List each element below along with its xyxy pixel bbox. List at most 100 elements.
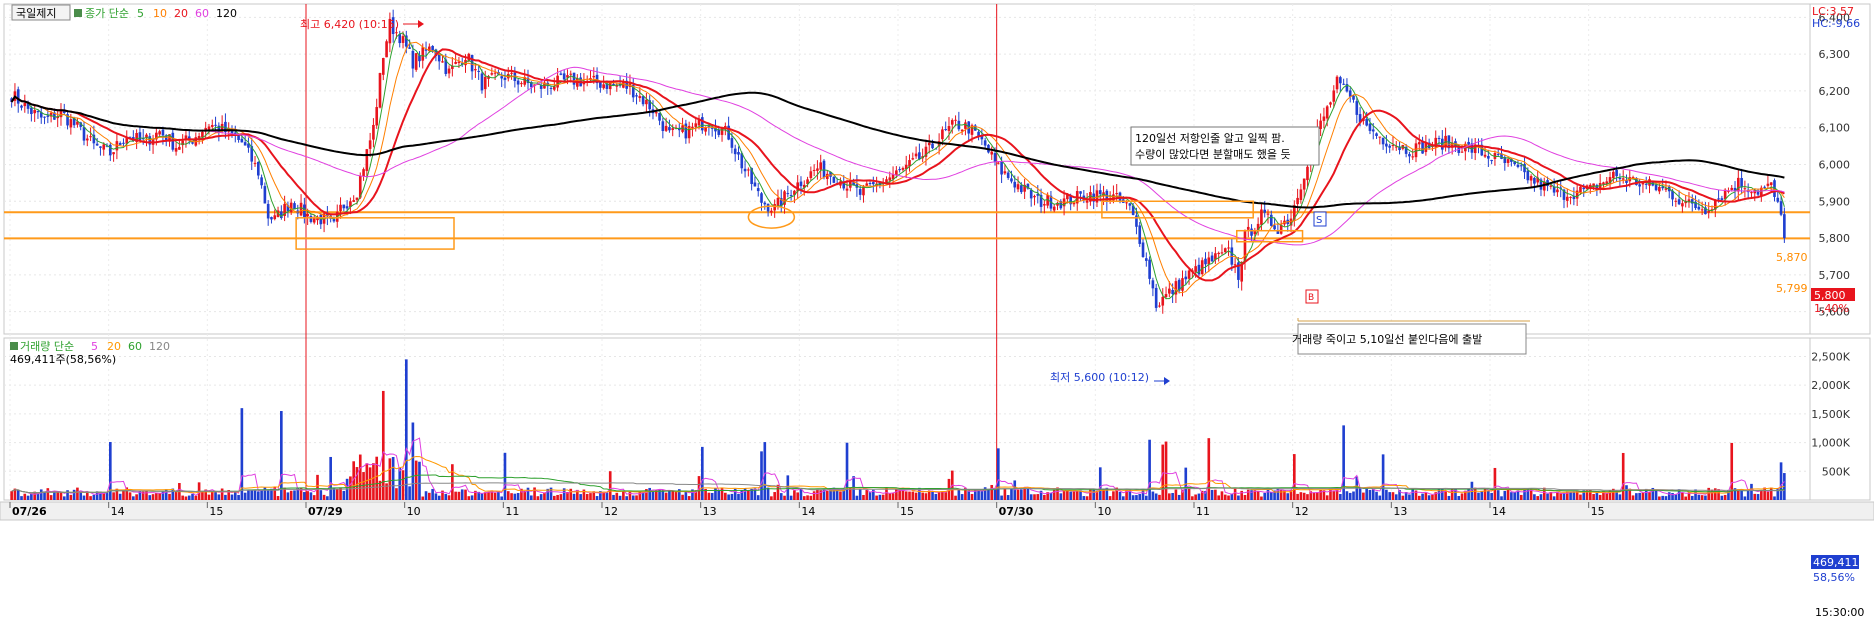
candle-body [1342,83,1345,85]
volume-bar [1746,489,1750,500]
candle-body [1085,200,1089,203]
volume-bar [1233,488,1237,500]
candle-body [1414,143,1418,158]
candle-body [250,146,254,162]
volume-bar [158,493,161,500]
candle-body [46,115,50,117]
volume-bar [1529,488,1533,500]
volume-bar [280,411,283,500]
volume-bar [164,489,168,500]
volume-bar [477,491,480,500]
volume-bar [1467,488,1470,500]
candle-body [191,142,194,144]
candle-body [197,136,201,139]
volume-bar [204,489,208,500]
volume-bar [556,494,559,500]
volume-bar [661,489,665,500]
volume-bar [901,487,905,500]
volume-bar [30,493,33,500]
candle-body [615,84,619,87]
volume-bar [1381,454,1385,500]
candle-body [289,202,293,213]
candle-body [20,105,23,108]
volume-bar [1427,495,1431,500]
sell-marker-label: S [1316,215,1322,226]
volume-bar [983,487,987,500]
volume-bar [487,492,490,500]
volume-bar [960,494,964,500]
volume-bar [1371,489,1375,500]
candle-body [1368,123,1372,131]
candle-body [1700,209,1704,211]
volume-bar [756,495,760,500]
volume-bar [1072,491,1076,500]
candle-body [1437,138,1441,140]
volume-bar [868,491,872,500]
volume-bar [69,494,73,500]
volume-bar [582,489,586,500]
candle-body [247,143,250,148]
candle-body [309,215,313,222]
support-box [295,217,455,250]
candle-body [1148,259,1151,279]
candle-body [1450,142,1454,148]
candle-body [918,152,921,160]
candle-body [1197,264,1201,275]
candle-body [1378,136,1382,138]
candle-body [747,169,750,171]
volume-bar [23,493,27,500]
volume-bar [668,490,671,500]
candle-body [1720,198,1724,200]
candle-body [214,124,217,126]
candle-body [1575,190,1579,199]
stock-name-box[interactable] [11,4,71,21]
candle-body [1717,198,1720,200]
candle-body [1385,143,1388,147]
volume-bar [802,496,806,500]
volume-bar [1286,493,1290,500]
candle-body [885,179,888,185]
candle-body [1253,231,1257,235]
volume-bar [1378,495,1382,500]
volume-bar [970,493,974,500]
volume-tick-label: 500K [1822,465,1851,478]
candle-body [102,144,106,150]
volume-bar [783,495,786,500]
candle-body [996,162,1000,164]
volume-bar [552,495,556,500]
volume-bar [1658,496,1661,500]
volume-bar [872,489,875,500]
volume-bar [1556,491,1559,500]
candle-body [1681,203,1684,207]
candle-body [796,182,800,192]
volume-bar [1625,485,1628,500]
stock-name: 국일제지 [16,6,56,20]
candle-body [1572,196,1576,200]
volume-bar [1204,491,1207,500]
candle-body [368,140,372,149]
volume-bar [497,491,500,500]
volume-bar [437,495,441,500]
low-annotation: 최저 5,600 (10:12) [1050,371,1170,385]
candle-body [135,133,138,142]
candle-body [1210,255,1214,262]
candle-body [358,176,362,198]
volume-bar [474,490,477,500]
volume-bar [1654,489,1658,500]
volume-bar [1214,489,1217,500]
volume-bar [1546,493,1549,500]
ma-120-line [10,91,1785,209]
volume-bar [72,489,76,500]
volume-bar [1779,462,1783,500]
volume-bar [112,492,115,500]
candle-body [1269,214,1273,226]
volume-bar [181,495,184,500]
volume-bar [296,488,300,500]
candle-body [237,135,240,140]
volume-bar [1565,491,1569,500]
candle-body [293,203,296,210]
volume-bar [605,492,609,500]
candle-body [1066,194,1069,200]
candle-body [69,119,73,128]
volume-bar [1704,495,1707,500]
